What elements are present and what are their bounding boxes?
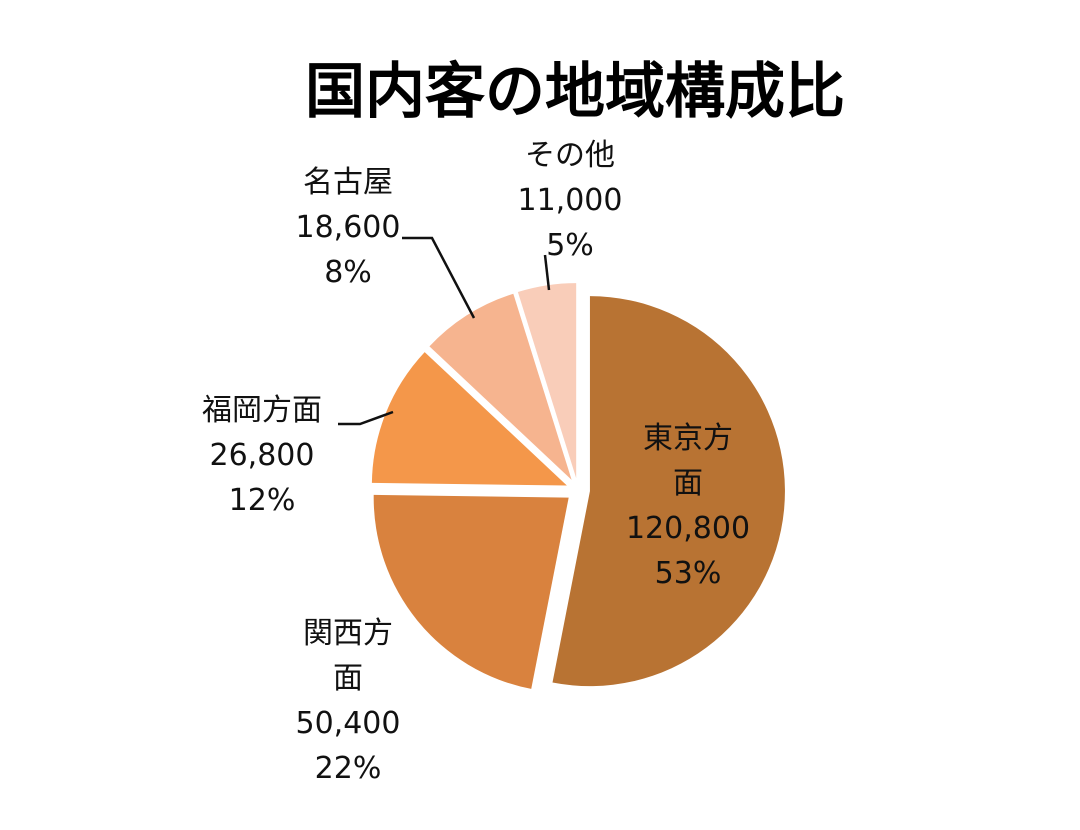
- label-percent: 8%: [324, 255, 372, 290]
- label-percent: 5%: [546, 228, 594, 263]
- pie-slice-5: [517, 283, 577, 479]
- label-name: 名古屋: [303, 165, 393, 200]
- label-value: 50,400: [296, 706, 401, 741]
- pie-slice-4: [429, 293, 572, 480]
- label-name: 面: [673, 466, 703, 501]
- label-name: その他: [525, 138, 615, 173]
- leader-line-4: [402, 236, 476, 319]
- label-percent: 22%: [315, 751, 382, 786]
- leader-line-3: [338, 410, 394, 426]
- label-value: 26,800: [210, 438, 315, 473]
- leader-line-5: [543, 254, 551, 291]
- leader-lines: [338, 236, 551, 426]
- slices-layer: [371, 283, 785, 689]
- data-label-3: 福岡方面 26,800 12%: [202, 393, 322, 518]
- pie-slice-2: [373, 494, 569, 689]
- label-value: 120,800: [626, 511, 750, 546]
- data-label-5: その他 11,000 5%: [518, 138, 623, 263]
- data-label-2: 関西方面 50,400 22%: [296, 616, 401, 786]
- chart-title: 国内客の地域構成比: [305, 57, 845, 127]
- label-value: 11,000: [518, 183, 623, 218]
- label-percent: 53%: [655, 556, 722, 591]
- label-percent: 12%: [229, 483, 296, 518]
- data-labels: 東京方面 120,800 53%関西方面 50,400 22%福岡方面 26,800 12%…: [202, 138, 750, 786]
- data-label-1: 東京方面 120,800 53%: [626, 421, 750, 591]
- label-name: 東京方: [643, 421, 733, 456]
- label-value: 18,600: [296, 210, 401, 245]
- pie-slice-1: [552, 296, 785, 687]
- label-name: 福岡方面: [202, 393, 322, 428]
- label-name: 面: [333, 661, 363, 696]
- data-label-4: 名古屋 18,600 8%: [296, 165, 401, 290]
- pie-slice-3: [371, 352, 567, 486]
- label-name: 関西方: [303, 616, 393, 651]
